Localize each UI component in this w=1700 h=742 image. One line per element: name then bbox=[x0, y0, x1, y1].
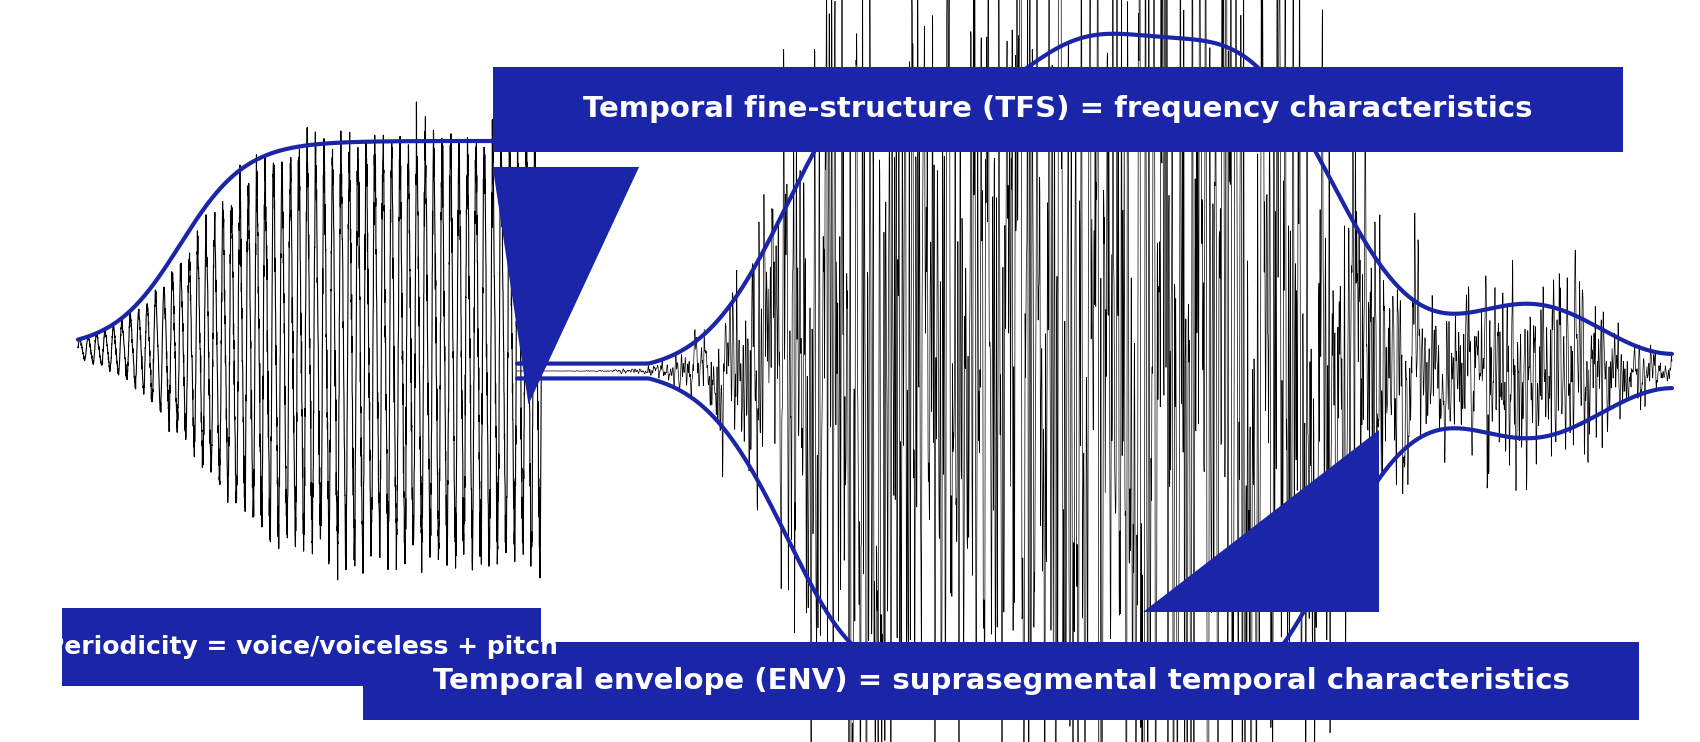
FancyBboxPatch shape bbox=[493, 67, 1624, 152]
Polygon shape bbox=[493, 167, 639, 404]
Polygon shape bbox=[1144, 430, 1379, 612]
FancyBboxPatch shape bbox=[61, 608, 542, 686]
FancyBboxPatch shape bbox=[362, 642, 1639, 720]
Text: Temporal fine-structure (TFS) = frequency characteristics: Temporal fine-structure (TFS) = frequenc… bbox=[583, 96, 1533, 123]
Text: Temporal envelope (ENV) = suprasegmental temporal characteristics: Temporal envelope (ENV) = suprasegmental… bbox=[432, 667, 1569, 695]
Text: Periodicity = voice/voiceless + pitch: Periodicity = voice/voiceless + pitch bbox=[46, 635, 558, 660]
